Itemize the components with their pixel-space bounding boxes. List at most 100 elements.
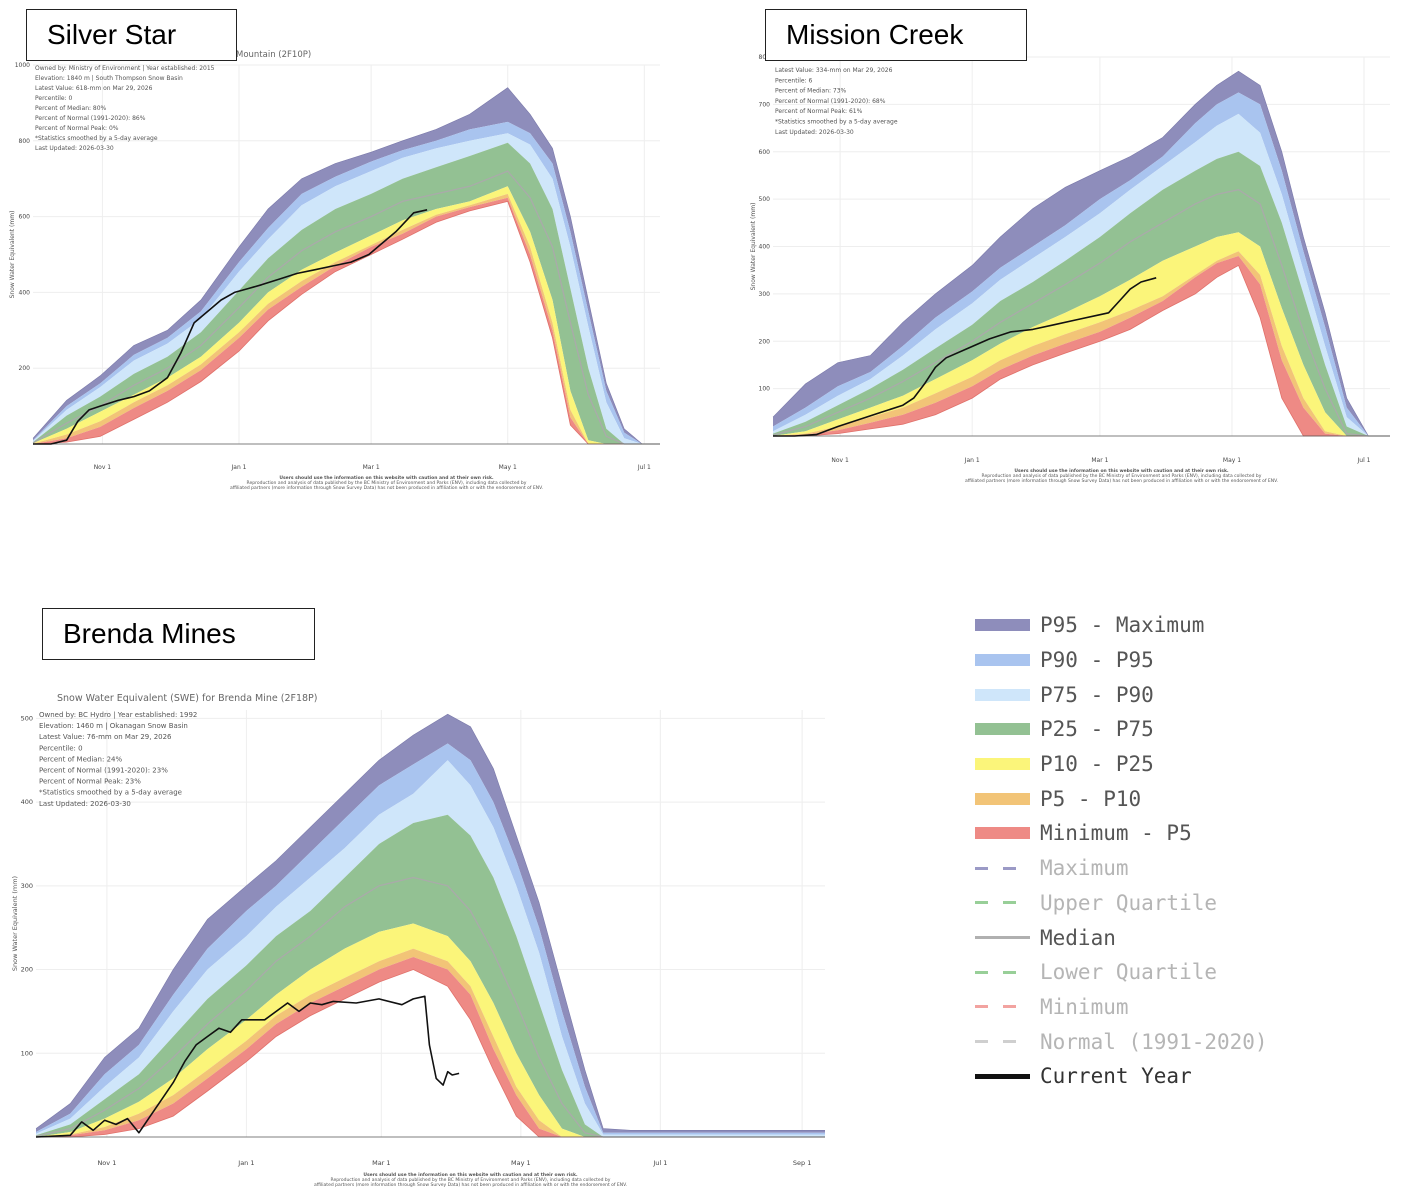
- x-tick-label: Jan 1: [237, 1159, 254, 1167]
- legend-item: Current Year: [975, 1059, 1305, 1094]
- legend-swatch: [975, 1073, 1030, 1079]
- y-tick-label: 200: [759, 338, 771, 345]
- y-tick-label: 200: [19, 365, 31, 372]
- legend-swatch: [975, 723, 1030, 736]
- x-tick-label: Mar 1: [1091, 457, 1108, 464]
- y-axis-label: Snow Water Equivalent (mm): [750, 203, 757, 291]
- current-year-line: [773, 277, 1157, 437]
- footer-note: Users should use the information on this…: [363, 1172, 578, 1178]
- legend-swatch: [975, 901, 1030, 905]
- legend-label: P10 - P25: [1040, 752, 1154, 777]
- legend-item: P5 - P10: [975, 781, 1305, 816]
- info-line: *Statistics smoothed by a 5-day average: [35, 135, 158, 142]
- legend-swatch: [975, 1040, 1030, 1044]
- legend-label: Lower Quartile: [1040, 960, 1218, 985]
- legend-label: Maximum: [1040, 856, 1129, 881]
- band-p25-p75: [33, 142, 660, 444]
- legend-swatch: [975, 619, 1030, 632]
- x-tick-label: Sep 1: [793, 1159, 811, 1167]
- legend-item: P75 - P90: [975, 677, 1305, 712]
- y-tick-label: 400: [19, 289, 31, 296]
- legend-swatch: [975, 654, 1030, 667]
- legend-item: Upper Quartile: [975, 886, 1305, 921]
- info-line: Percentile: 0: [39, 744, 83, 752]
- x-tick-label: Jul 1: [1357, 457, 1371, 464]
- legend-item: Lower Quartile: [975, 955, 1305, 990]
- x-tick-label: Mar 1: [363, 464, 380, 471]
- band-p75-p90: [773, 113, 1390, 437]
- footer-note: affiliated partners (more information th…: [314, 1182, 627, 1188]
- info-line: Percent of Normal Peak: 23%: [39, 778, 141, 786]
- x-tick-label: Jul 1: [637, 464, 651, 471]
- info-line: Elevation: 1840 m | South Thompson Snow …: [35, 75, 183, 82]
- band-p25-p75: [36, 814, 825, 1137]
- y-tick-label: 200: [21, 966, 33, 974]
- info-line: *Statistics smoothed by a 5-day average: [39, 789, 182, 797]
- band-p10-p25: [33, 186, 660, 445]
- x-tick-label: May 1: [511, 1159, 531, 1167]
- legend-item: Normal (1991-2020): [975, 1024, 1305, 1059]
- y-tick-label: 800: [19, 138, 31, 145]
- footer-note: Users should use the information on this…: [1014, 468, 1229, 474]
- x-tick-label: Nov 1: [97, 1159, 116, 1167]
- chart-legend: P95 - Maximum P90 - P95 P75 - P90 P25 - P75…: [975, 608, 1305, 1094]
- y-tick-label: 1000: [15, 62, 30, 69]
- legend-label: Normal (1991-2020): [1040, 1029, 1268, 1054]
- legend-item: Minimum - P5: [975, 816, 1305, 851]
- footer-note: Reproduction and analysis of data publis…: [247, 480, 527, 486]
- x-tick-label: May 1: [499, 464, 517, 471]
- info-line: Last Updated: 2026-03-30: [39, 800, 131, 808]
- maximum-line: [772, 70, 1390, 437]
- y-tick-label: 500: [759, 196, 771, 203]
- info-line: Percent of Median: 24%: [39, 755, 122, 763]
- info-line: Percent of Median: 73%: [775, 88, 847, 95]
- legend-item: Median: [975, 920, 1305, 955]
- y-tick-label: 600: [759, 149, 771, 156]
- legend-swatch: [975, 1005, 1030, 1009]
- panel-title-silver-star: Silver Star: [26, 9, 237, 61]
- info-line: Latest Value: 618-mm on Mar 29, 2026: [35, 85, 153, 92]
- info-line: Last Updated: 2026-03-30: [775, 129, 854, 136]
- legend-item: Minimum: [975, 990, 1305, 1025]
- maximum-line: [32, 87, 660, 445]
- band-p10-p25: [36, 923, 825, 1137]
- info-line: Percent of Normal Peak: 61%: [775, 108, 863, 115]
- x-tick-label: Jan 1: [964, 457, 980, 464]
- chart-mission-creek: 100 200 300 400 500 600 700 800 Nov 1 Jan 1 Mar 1 M…: [750, 54, 1390, 484]
- legend-label: P95 - Maximum: [1040, 613, 1205, 638]
- info-line: Percentile: 6: [775, 77, 813, 84]
- info-line: Latest Value: 334-mm on Mar 29, 2026: [775, 67, 893, 74]
- y-tick-label: 500: [21, 714, 33, 722]
- maximum-line: [35, 713, 825, 1131]
- info-line: Percentile: 0: [35, 95, 73, 102]
- legend-label: Upper Quartile: [1040, 890, 1218, 915]
- y-tick-label: 300: [21, 882, 33, 890]
- info-line: Percent of Normal (1991-2020): 68%: [775, 98, 886, 105]
- legend-label: Median: [1040, 925, 1116, 950]
- legend-label: P90 - P95: [1040, 648, 1154, 673]
- y-tick-label: 100: [21, 1049, 33, 1057]
- y-tick-label: 400: [759, 244, 771, 251]
- y-tick-label: 700: [759, 101, 771, 108]
- legend-swatch: [975, 792, 1030, 805]
- chart-title: Snow Water Equivalent (SWE) for Brenda M…: [57, 693, 318, 704]
- band-min-p5: [773, 256, 1390, 436]
- x-tick-label: Nov 1: [831, 457, 849, 464]
- median-line: [772, 189, 1390, 437]
- chart-silver-star: 200 400 600 800 1000 Nov 1 Jan 1 Mar 1 May 1 Jul …: [9, 50, 660, 491]
- y-axis-label: Snow Water Equivalent (mm): [9, 211, 16, 299]
- legend-item: P25 - P75: [975, 712, 1305, 747]
- x-tick-label: Jan 1: [231, 464, 247, 471]
- band-p25-p75: [773, 151, 1390, 437]
- legend-item: Maximum: [975, 851, 1305, 886]
- footer-note: Reproduction and analysis of data publis…: [331, 1177, 611, 1183]
- legend-item: P90 - P95: [975, 643, 1305, 678]
- legend-label: Minimum - P5: [1040, 821, 1192, 846]
- footer-note: affiliated partners (more information th…: [230, 485, 543, 491]
- legend-item: P95 - Maximum: [975, 608, 1305, 643]
- current-year-line: [35, 995, 460, 1138]
- y-tick-label: 400: [21, 798, 33, 806]
- legend-swatch: [975, 866, 1030, 870]
- band-p75-p90: [33, 133, 660, 444]
- info-line: Latest Value: 76-mm on Mar 29, 2026: [39, 733, 172, 741]
